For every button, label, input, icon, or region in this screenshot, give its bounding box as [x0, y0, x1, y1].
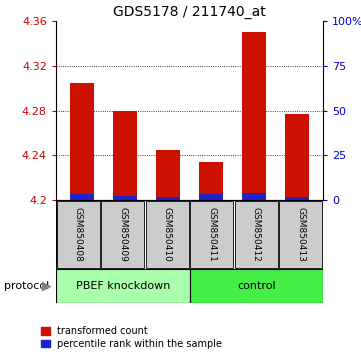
Bar: [57, 201, 100, 268]
Text: ▶: ▶: [42, 279, 52, 292]
Text: GSM850409: GSM850409: [118, 207, 127, 262]
Bar: [101, 201, 144, 268]
Text: GSM850410: GSM850410: [163, 207, 172, 262]
Bar: [70, 83, 93, 200]
Bar: [190, 201, 233, 268]
Text: protocol: protocol: [4, 281, 49, 291]
Text: GSM850412: GSM850412: [252, 207, 261, 262]
Text: PBEF knockdown: PBEF knockdown: [75, 281, 170, 291]
Bar: [56, 269, 190, 303]
Bar: [242, 193, 266, 200]
Bar: [199, 162, 223, 200]
Legend: transformed count, percentile rank within the sample: transformed count, percentile rank withi…: [41, 326, 222, 349]
Title: GDS5178 / 211740_at: GDS5178 / 211740_at: [113, 5, 266, 19]
Text: GSM850408: GSM850408: [74, 207, 83, 262]
Bar: [70, 194, 93, 200]
Bar: [190, 269, 323, 303]
Text: control: control: [237, 281, 275, 291]
Bar: [156, 150, 180, 200]
Bar: [156, 197, 180, 200]
Bar: [279, 201, 322, 268]
Bar: [113, 111, 137, 200]
Bar: [113, 195, 137, 200]
Bar: [242, 33, 266, 200]
Bar: [199, 194, 223, 200]
Bar: [146, 201, 189, 268]
Bar: [286, 197, 309, 200]
Text: GSM850413: GSM850413: [296, 207, 305, 262]
Bar: [286, 114, 309, 200]
Text: GSM850411: GSM850411: [207, 207, 216, 262]
Bar: [235, 201, 278, 268]
